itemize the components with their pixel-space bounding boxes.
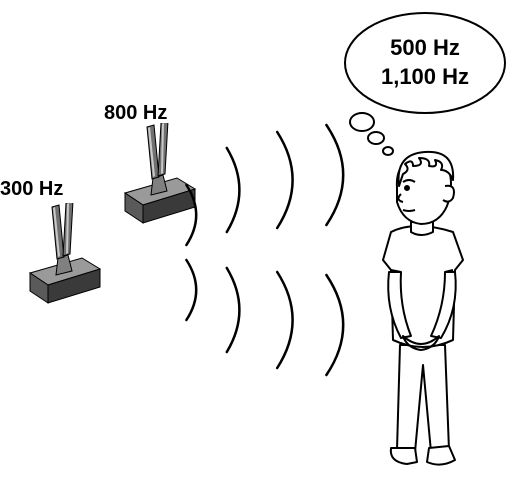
- person-shoe-left: [391, 448, 417, 464]
- thought-line2: 1,100 Hz: [381, 64, 469, 89]
- wave-arc: [186, 260, 196, 320]
- wave-arc: [227, 148, 240, 232]
- wave-arc: [227, 268, 240, 352]
- person-eye: [405, 186, 409, 190]
- wave-arc: [277, 132, 292, 228]
- person: [355, 140, 515, 490]
- wave-arc: [186, 185, 196, 245]
- wave-arc: [277, 272, 292, 368]
- thought-line1: 500 Hz: [390, 35, 460, 60]
- person-mouth: [403, 210, 415, 211]
- wave-arc: [326, 275, 343, 375]
- person-pants: [397, 345, 449, 452]
- thought-text: 500 Hz 1,100 Hz: [360, 34, 490, 91]
- person-shoe-right: [427, 446, 455, 465]
- bubble-dot-1: [350, 113, 374, 131]
